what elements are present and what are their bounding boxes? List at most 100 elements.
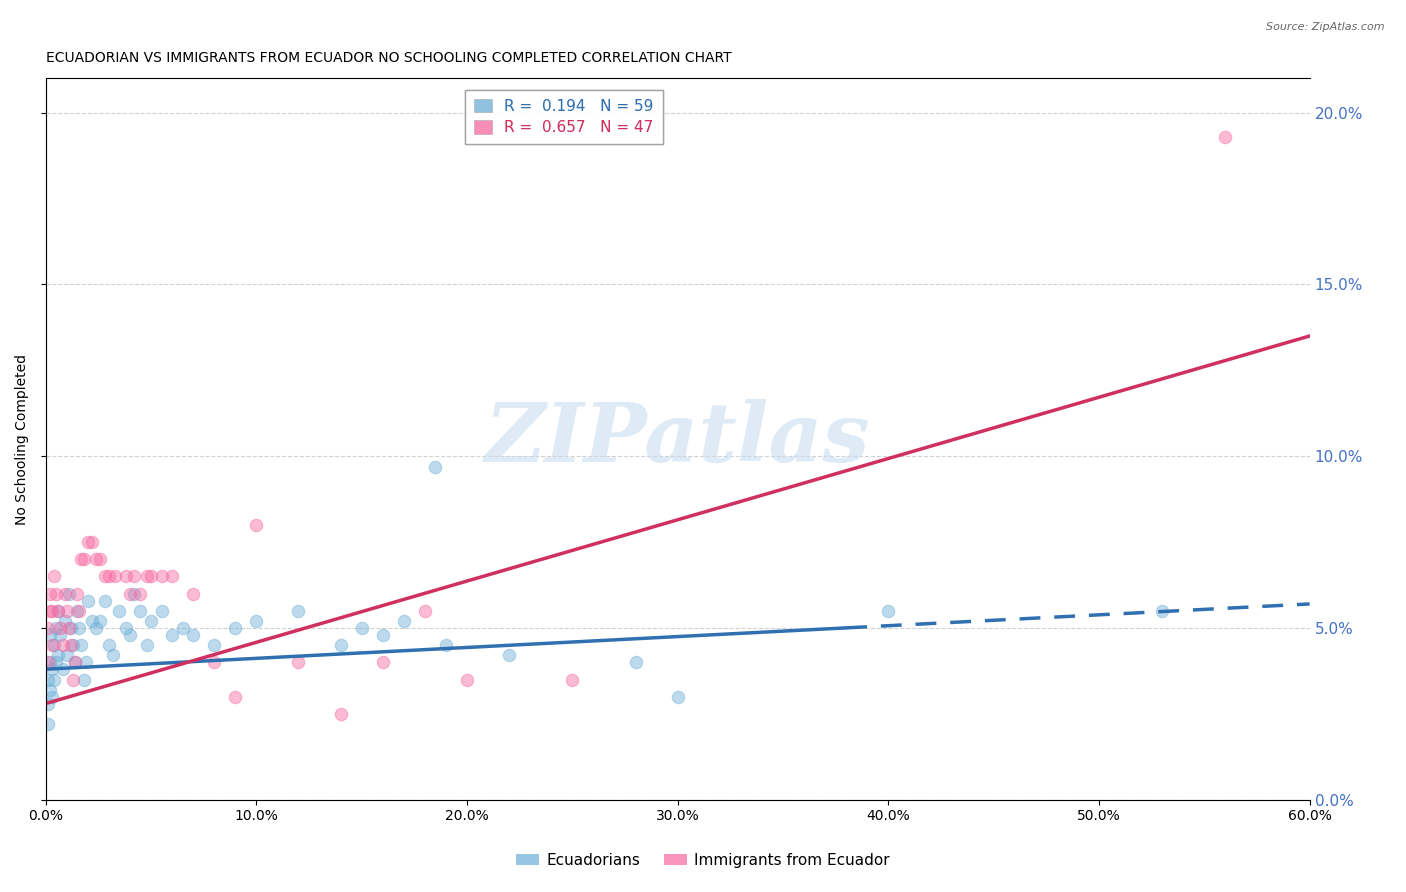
- Point: [37, 697, 59, 711]
- Point: [45, 656, 67, 670]
- Point: [139, 569, 162, 583]
- Point: [413, 604, 436, 618]
- Point: [58, 587, 80, 601]
- Point: [80, 614, 103, 628]
- Point: [172, 621, 194, 635]
- Text: ECUADORIAN VS IMMIGRANTS FROM ECUADOR NO SCHOOLING COMPLETED CORRELATION CHART: ECUADORIAN VS IMMIGRANTS FROM ECUADOR NO…: [45, 51, 731, 65]
- Point: [38, 656, 60, 670]
- Point: [59, 621, 82, 635]
- Point: [66, 604, 89, 618]
- Point: [392, 614, 415, 628]
- Point: [72, 673, 94, 687]
- Text: ZIPatlas: ZIPatlas: [485, 399, 870, 479]
- Point: [67, 621, 90, 635]
- Point: [59, 638, 82, 652]
- Point: [122, 587, 145, 601]
- Point: [371, 656, 394, 670]
- Point: [37, 621, 59, 635]
- Legend: Ecuadorians, Immigrants from Ecuador: Ecuadorians, Immigrants from Ecuador: [510, 847, 896, 873]
- Point: [97, 638, 120, 652]
- Point: [70, 638, 93, 652]
- Point: [46, 604, 69, 618]
- Point: [75, 656, 97, 670]
- Point: [63, 656, 86, 670]
- Point: [150, 569, 173, 583]
- Point: [129, 587, 152, 601]
- Point: [329, 706, 352, 721]
- Point: [122, 569, 145, 583]
- Point: [67, 604, 90, 618]
- Point: [108, 604, 131, 618]
- Point: [41, 690, 63, 704]
- Point: [37, 673, 59, 687]
- Point: [877, 604, 900, 618]
- Point: [498, 648, 520, 663]
- Point: [224, 621, 246, 635]
- Point: [118, 587, 141, 601]
- Point: [434, 638, 457, 652]
- Point: [245, 614, 267, 628]
- Point: [41, 604, 63, 618]
- Point: [76, 535, 98, 549]
- Point: [58, 621, 80, 635]
- Point: [45, 587, 67, 601]
- Point: [97, 569, 120, 583]
- Point: [118, 628, 141, 642]
- Point: [80, 535, 103, 549]
- Point: [129, 604, 152, 618]
- Point: [53, 587, 76, 601]
- Point: [76, 593, 98, 607]
- Legend: R =  0.194   N = 59, R =  0.657   N = 47: R = 0.194 N = 59, R = 0.657 N = 47: [465, 89, 664, 145]
- Point: [135, 638, 157, 652]
- Point: [84, 621, 107, 635]
- Point: [181, 587, 204, 601]
- Point: [55, 604, 77, 618]
- Point: [181, 628, 204, 642]
- Point: [245, 517, 267, 532]
- Point: [202, 638, 225, 652]
- Point: [41, 638, 63, 652]
- Point: [1152, 604, 1174, 618]
- Text: Source: ZipAtlas.com: Source: ZipAtlas.com: [1267, 22, 1385, 32]
- Point: [53, 614, 76, 628]
- Point: [135, 569, 157, 583]
- Point: [38, 604, 60, 618]
- Point: [63, 656, 86, 670]
- Point: [51, 662, 73, 676]
- Point: [329, 638, 352, 652]
- Point: [84, 552, 107, 566]
- Point: [160, 569, 183, 583]
- Point: [160, 628, 183, 642]
- Point: [350, 621, 373, 635]
- Point: [70, 552, 93, 566]
- Point: [72, 552, 94, 566]
- Point: [666, 690, 689, 704]
- Point: [561, 673, 583, 687]
- Point: [101, 648, 124, 663]
- Point: [51, 638, 73, 652]
- Point: [38, 682, 60, 697]
- Point: [371, 628, 394, 642]
- Point: [93, 569, 115, 583]
- Point: [114, 621, 136, 635]
- Point: [456, 673, 478, 687]
- Point: [37, 656, 59, 670]
- Point: [287, 604, 309, 618]
- Point: [89, 614, 111, 628]
- Point: [37, 717, 59, 731]
- Point: [55, 648, 77, 663]
- Point: [1215, 129, 1237, 144]
- Point: [46, 648, 69, 663]
- Point: [150, 604, 173, 618]
- Point: [46, 604, 69, 618]
- Point: [45, 621, 67, 635]
- Point: [624, 656, 647, 670]
- Point: [41, 662, 63, 676]
- Point: [425, 459, 447, 474]
- Point: [42, 569, 65, 583]
- Point: [114, 569, 136, 583]
- Point: [66, 587, 89, 601]
- Point: [139, 614, 162, 628]
- Point: [42, 638, 65, 652]
- Point: [49, 621, 72, 635]
